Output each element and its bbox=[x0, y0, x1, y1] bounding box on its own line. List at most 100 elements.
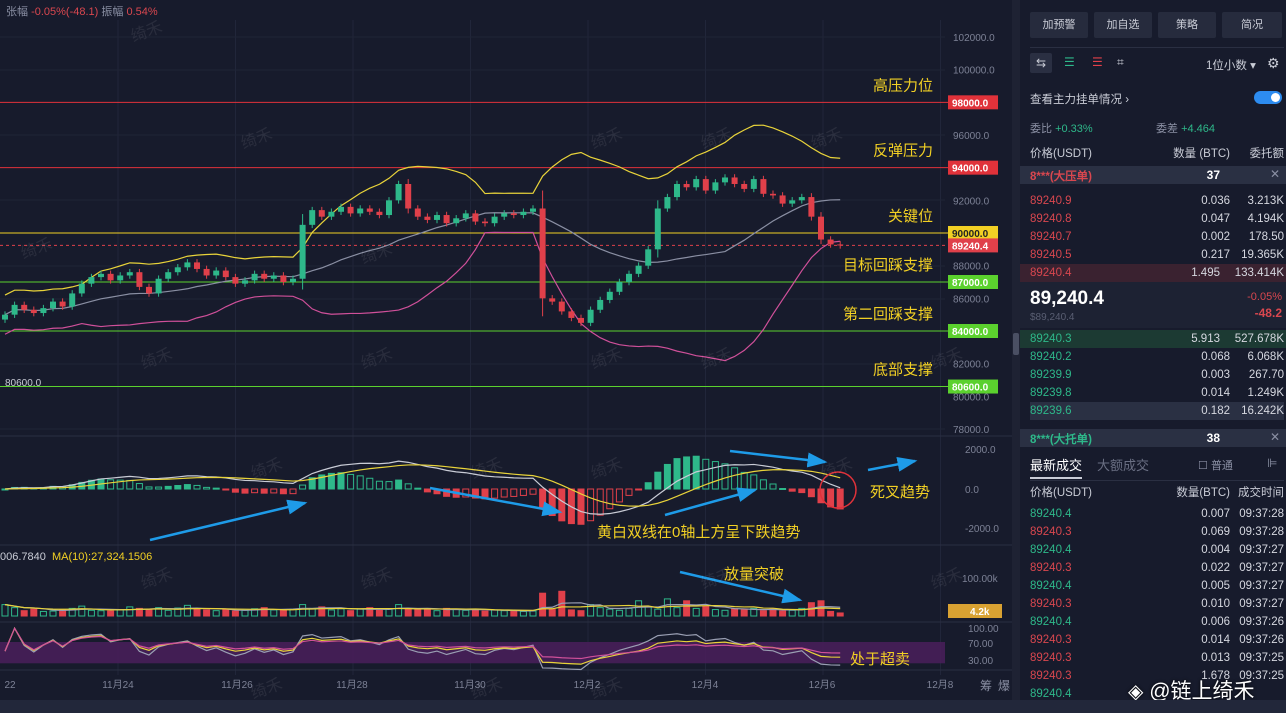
header-price: 价格(USDT) bbox=[1030, 148, 1092, 160]
trade-row[interactable]: 89240.3 1.678 09:37:25 bbox=[1030, 667, 1284, 685]
price-level-badge-text: 87000.0 bbox=[952, 278, 989, 289]
price-level-badge bbox=[948, 95, 998, 110]
rsi-tick-label: 30.00 bbox=[968, 656, 993, 667]
book-both-icon[interactable]: ⇆ bbox=[1030, 53, 1052, 73]
ask-row[interactable]: 89240.4 1.495 133.414K bbox=[1020, 264, 1286, 282]
candle-body bbox=[165, 272, 172, 279]
volume-bar bbox=[347, 610, 355, 617]
candle-body bbox=[232, 277, 239, 284]
x-tick-label: 12月2 bbox=[574, 679, 601, 691]
candle-body bbox=[712, 182, 719, 191]
price: 89240.3 bbox=[1030, 634, 1072, 646]
header-qty[interactable]: 数量(BTC) bbox=[1176, 487, 1230, 499]
amount: 527.678K bbox=[1234, 333, 1284, 345]
bid-row[interactable]: 89240.2 0.068 6.068K bbox=[1030, 348, 1284, 366]
liquidation-button[interactable]: 爆 bbox=[998, 679, 1011, 693]
candle-body bbox=[645, 249, 652, 266]
ask-row[interactable]: 89240.8 0.047 4.194K bbox=[1030, 210, 1284, 228]
trade-row[interactable]: 89240.3 0.010 09:37:27 bbox=[1030, 595, 1284, 613]
x-tick-label: 11月30 bbox=[454, 679, 486, 691]
main-orders-toggle[interactable] bbox=[1254, 91, 1282, 104]
tab-latest-trades[interactable]: 最新成交 bbox=[1030, 458, 1083, 473]
normal-checkbox[interactable]: ☐ 普通 bbox=[1198, 457, 1233, 473]
ask-row[interactable]: 89240.9 0.036 3.213K bbox=[1030, 192, 1284, 210]
book-asks-icon[interactable]: ☰ bbox=[1092, 55, 1103, 69]
tab-large-trades[interactable]: 大额成交 bbox=[1097, 458, 1150, 473]
bid-row[interactable]: 89239.8 0.014 1.249K bbox=[1030, 384, 1284, 402]
bid-row[interactable]: 89240.3 5.913 527.678K bbox=[1020, 330, 1286, 348]
annotation-rsi-oversold: 处于超卖 bbox=[850, 651, 911, 668]
bottom-toolbar[interactable] bbox=[0, 700, 1286, 713]
order-ratio: 委比 +0.33% bbox=[1030, 120, 1093, 136]
trade-row[interactable]: 89240.3 0.013 09:37:25 bbox=[1030, 649, 1284, 667]
trade-row[interactable]: 89240.4 0.007 09:37:28 bbox=[1030, 505, 1284, 523]
macd-histogram-bar bbox=[107, 479, 115, 490]
candle-body bbox=[414, 208, 421, 217]
candle-body bbox=[568, 311, 575, 318]
chip-distribution-button[interactable]: 筹 bbox=[980, 679, 993, 693]
candlestick-chart[interactable]: 102000.0 100000.0 96000.0 92000.0 88000.0 860… bbox=[0, 0, 1012, 700]
mid-change-pct: -0.05% bbox=[1247, 291, 1282, 303]
macd-histogram-bar bbox=[385, 481, 393, 490]
price-level-badge bbox=[948, 379, 998, 394]
ask-row[interactable]: 89240.7 0.002 178.50 bbox=[1030, 228, 1284, 246]
volume-bar bbox=[423, 609, 431, 617]
strategy-button[interactable]: 策略 bbox=[1158, 12, 1216, 38]
candle-body bbox=[549, 298, 556, 302]
amount: 3.213K bbox=[1247, 195, 1284, 207]
settings-gear-icon[interactable]: ⚙ bbox=[1267, 55, 1280, 71]
macd-histogram-bar bbox=[539, 488, 547, 508]
header-price: 价格(USDT) bbox=[1030, 487, 1092, 499]
macd-histogram-bar bbox=[740, 471, 748, 490]
annotation-arrow bbox=[679, 570, 803, 604]
candle-body bbox=[808, 197, 815, 217]
chart-area[interactable]: 张幅 -0.05%(-48.1) 振幅 0.54% 102000.0 100000… bbox=[0, 0, 1012, 703]
price: 89240.2 bbox=[1030, 351, 1072, 363]
decimal-select[interactable]: 1位小数 ▾ bbox=[1206, 57, 1256, 73]
ask-row[interactable]: 89240.5 0.217 19.365K bbox=[1030, 246, 1284, 264]
close-icon[interactable]: ✕ bbox=[1269, 430, 1280, 444]
trade-row[interactable]: 89240.4 bbox=[1030, 685, 1284, 703]
close-icon[interactable]: ✕ bbox=[1269, 167, 1280, 181]
volume-bar bbox=[491, 609, 499, 617]
price-tick-label: 92000.0 bbox=[953, 196, 990, 207]
volume-tick-label: 100.00k bbox=[962, 574, 999, 585]
book-depth-icon[interactable]: ⌗ bbox=[1117, 55, 1124, 69]
bid-row[interactable]: 89239.9 0.003 267.70 bbox=[1030, 366, 1284, 384]
time: 09:37:27 bbox=[1239, 544, 1284, 556]
filter-icon[interactable]: ⊫ bbox=[1267, 456, 1278, 470]
candle-body bbox=[558, 301, 565, 312]
chevron-down-icon: ▾ bbox=[1250, 60, 1256, 72]
big-bid-bar[interactable]: 8***(大托单) 38 ✕ bbox=[1020, 429, 1286, 447]
bid-row[interactable]: 89239.6 0.182 16.242K bbox=[1030, 402, 1284, 420]
quantity: 1.495 bbox=[1191, 267, 1220, 279]
macd-histogram-bar bbox=[491, 488, 499, 499]
volume-bar bbox=[78, 605, 86, 617]
volume-bar bbox=[779, 610, 787, 617]
header-amount[interactable]: 委托额 bbox=[1249, 148, 1285, 160]
trade-row[interactable]: 89240.3 0.069 09:37:28 bbox=[1030, 523, 1284, 541]
order-diff: 委差 +4.464 bbox=[1156, 120, 1215, 136]
header-qty[interactable]: 数量 (BTC) bbox=[1173, 148, 1230, 160]
add-alert-button[interactable]: 加预警 bbox=[1030, 12, 1088, 38]
volume-bar bbox=[750, 607, 758, 617]
macd-histogram-bar bbox=[635, 488, 643, 491]
macd-histogram-bar bbox=[807, 488, 815, 498]
quantity: 0.002 bbox=[1201, 231, 1230, 243]
collapse-handle[interactable] bbox=[1013, 333, 1019, 355]
trade-row[interactable]: 89240.3 0.014 09:37:26 bbox=[1030, 631, 1284, 649]
macd-histogram-bar bbox=[798, 488, 806, 494]
time: 09:37:27 bbox=[1239, 598, 1284, 610]
big-ask-bar[interactable]: 8***(大压单) 37 ✕ bbox=[1020, 166, 1286, 184]
trade-row[interactable]: 89240.4 0.006 09:37:26 bbox=[1030, 613, 1284, 631]
book-bids-icon[interactable]: ☰ bbox=[1064, 55, 1075, 69]
macd-histogram-bar bbox=[270, 488, 278, 494]
add-watchlist-button[interactable]: 加自选 bbox=[1094, 12, 1152, 38]
volume-bar bbox=[260, 607, 268, 617]
overview-button[interactable]: 简况 bbox=[1222, 12, 1282, 38]
trade-row[interactable]: 89240.3 0.022 09:37:27 bbox=[1030, 559, 1284, 577]
main-orders-link[interactable]: 查看主力挂单情况 › bbox=[1030, 91, 1129, 107]
candle-body bbox=[530, 208, 536, 212]
trade-row[interactable]: 89240.4 0.005 09:37:27 bbox=[1030, 577, 1284, 595]
trade-row[interactable]: 89240.4 0.004 09:37:27 bbox=[1030, 541, 1284, 559]
